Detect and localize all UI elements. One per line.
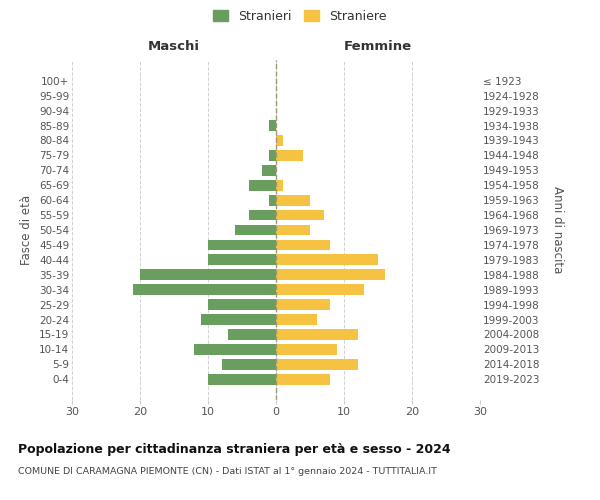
Bar: [276, 299, 331, 310]
Bar: [276, 254, 378, 265]
Bar: [201, 314, 276, 325]
Bar: [208, 374, 276, 384]
Text: Maschi: Maschi: [148, 40, 200, 53]
Bar: [208, 240, 276, 250]
Bar: [276, 224, 310, 235]
Bar: [276, 284, 364, 295]
Text: Femmine: Femmine: [344, 40, 412, 53]
Bar: [229, 329, 276, 340]
Legend: Stranieri, Straniere: Stranieri, Straniere: [209, 6, 391, 26]
Bar: [276, 135, 283, 146]
Bar: [194, 344, 276, 354]
Bar: [276, 329, 358, 340]
Bar: [276, 150, 303, 161]
Text: Popolazione per cittadinanza straniera per età e sesso - 2024: Popolazione per cittadinanza straniera p…: [18, 442, 451, 456]
Y-axis label: Fasce di età: Fasce di età: [20, 195, 34, 265]
Bar: [276, 195, 310, 205]
Bar: [276, 314, 317, 325]
Bar: [221, 359, 276, 370]
Bar: [269, 120, 276, 131]
Bar: [262, 165, 276, 175]
Bar: [276, 180, 283, 190]
Y-axis label: Anni di nascita: Anni di nascita: [551, 186, 563, 274]
Bar: [276, 374, 331, 384]
Bar: [276, 210, 323, 220]
Bar: [269, 195, 276, 205]
Bar: [249, 210, 276, 220]
Bar: [276, 344, 337, 354]
Bar: [269, 150, 276, 161]
Text: COMUNE DI CARAMAGNA PIEMONTE (CN) - Dati ISTAT al 1° gennaio 2024 - TUTTITALIA.I: COMUNE DI CARAMAGNA PIEMONTE (CN) - Dati…: [18, 468, 437, 476]
Bar: [276, 270, 385, 280]
Bar: [249, 180, 276, 190]
Bar: [208, 299, 276, 310]
Bar: [133, 284, 276, 295]
Bar: [208, 254, 276, 265]
Bar: [276, 359, 358, 370]
Bar: [235, 224, 276, 235]
Bar: [140, 270, 276, 280]
Bar: [276, 240, 331, 250]
